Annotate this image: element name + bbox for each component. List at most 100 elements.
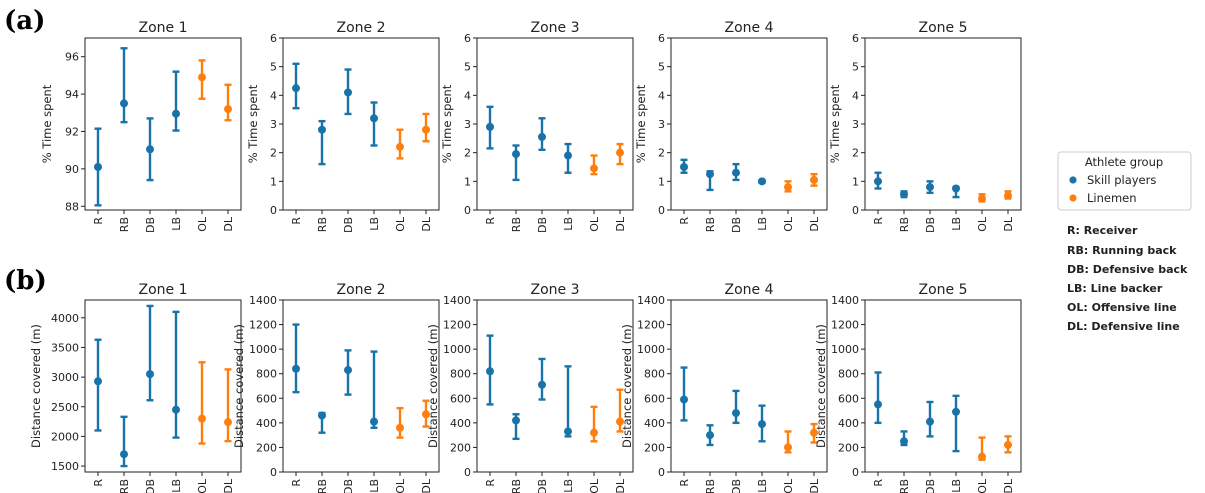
data-point [370, 114, 378, 123]
x-tick-label: DB [924, 217, 937, 233]
y-tick-label: 1400 [249, 294, 277, 307]
y-tick-label: 2 [270, 147, 277, 160]
y-tick-label: 6 [270, 32, 277, 45]
chart-title: Zone 5 [919, 20, 968, 36]
x-tick-label: R [290, 217, 303, 225]
x-tick-label: DL [222, 216, 235, 231]
legend-label-skill-players: Skill players [1087, 173, 1156, 187]
data-point [758, 177, 766, 186]
plot-frame [282, 37, 440, 211]
y-axis-label: Distance covered (m) [814, 324, 828, 448]
y-axis-label: % Time spent [634, 84, 648, 163]
y-tick-label: 400 [256, 417, 277, 430]
x-tick-label: RB [118, 479, 131, 493]
y-tick-label: 3000 [51, 371, 79, 384]
x-tick-label: R [484, 217, 497, 225]
data-point [146, 145, 154, 154]
y-tick-label: 400 [644, 417, 665, 430]
x-tick-label: DL [614, 478, 627, 493]
chart-b-zone-2: Zone 2 0 200 400 600 800 1000 1200 1400 Distance … [232, 282, 440, 493]
y-tick-label: 0 [852, 204, 859, 217]
legend-marker-skill-players [1069, 176, 1077, 184]
x-tick-label: R [92, 479, 105, 487]
data-point [292, 364, 300, 373]
y-tick-label: 92 [65, 125, 79, 138]
y-tick-label: 4 [464, 89, 471, 102]
chart-title: Zone 3 [531, 282, 580, 298]
y-tick-label: 94 [65, 88, 79, 101]
data-point [344, 366, 352, 375]
plot-frame [84, 299, 242, 473]
x-tick-label: DL [808, 478, 821, 493]
y-tick-label: 1000 [831, 343, 859, 356]
y-tick-label: 200 [644, 441, 665, 454]
data-point [978, 194, 986, 203]
data-point [94, 163, 102, 171]
chart-title: Zone 2 [337, 20, 386, 36]
y-tick-label: 5 [270, 61, 277, 74]
y-tick-label: 4000 [51, 312, 79, 325]
plot-frame [670, 37, 828, 211]
x-tick-label: LB [170, 217, 183, 231]
chart-title: Zone 1 [139, 20, 188, 36]
chart-b-zone-3: Zone 3 0 200 400 600 800 1000 1200 1400 Distance … [426, 282, 634, 493]
x-tick-label: DL [420, 478, 433, 493]
y-axis-label: Distance covered (m) [29, 324, 43, 448]
y-tick-label: 0 [464, 204, 471, 217]
y-tick-label: 2 [852, 147, 859, 160]
x-tick-label: RB [704, 217, 717, 232]
x-tick-label: RB [898, 479, 911, 493]
y-tick-label: 3 [464, 118, 471, 131]
y-tick-label: 0 [270, 204, 277, 217]
data-point [94, 377, 102, 386]
plot-frame [670, 299, 828, 473]
y-tick-label: 96 [65, 51, 79, 64]
y-axis-label: Distance covered (m) [426, 324, 440, 448]
data-point [318, 125, 326, 134]
y-axis-label: Distance covered (m) [620, 324, 634, 448]
y-axis-label: % Time spent [40, 84, 54, 163]
chart-a-zone-1: Zone 1 88 90 92 94 96 % Time spent R RB DB LB OL DL [40, 20, 242, 233]
x-tick-label: OL [394, 216, 407, 232]
y-tick-label: 1 [658, 175, 665, 188]
x-tick-label: LB [562, 217, 575, 231]
x-tick-label: R [484, 479, 497, 487]
x-tick-label: DB [342, 479, 355, 493]
x-tick-label: DL [614, 216, 627, 231]
panel-label-a: (a) [4, 6, 45, 36]
y-tick-label: 1000 [249, 343, 277, 356]
y-tick-label: 0 [464, 466, 471, 479]
y-tick-label: 1500 [51, 460, 79, 473]
y-tick-label: 4 [852, 89, 859, 102]
data-point [1004, 440, 1012, 449]
y-tick-label: 200 [450, 441, 471, 454]
y-tick-label: 1200 [637, 319, 665, 332]
data-point [224, 418, 232, 427]
x-tick-label: R [678, 479, 691, 487]
data-point [732, 409, 740, 418]
abbreviation-list: R: Receiver RB: Running back DB: Defensi… [1067, 224, 1188, 333]
y-tick-label: 3 [270, 118, 277, 131]
y-tick-label: 600 [644, 392, 665, 405]
y-tick-label: 800 [838, 368, 859, 381]
x-tick-label: OL [196, 478, 209, 493]
data-point [810, 175, 818, 184]
chart-title: Zone 1 [139, 282, 188, 298]
data-point [172, 405, 180, 414]
legend: Athlete group Skill players Linemen [1057, 151, 1192, 211]
data-point [120, 450, 128, 459]
data-point [784, 183, 792, 192]
data-point [120, 99, 128, 108]
x-tick-label: LB [170, 479, 183, 493]
abbrev-running-back: RB: Running back [1067, 244, 1177, 257]
y-tick-label: 1400 [637, 294, 665, 307]
data-point [706, 170, 714, 179]
x-tick-label: LB [756, 217, 769, 231]
y-axis-label: % Time spent [440, 84, 454, 163]
legend-frame [1057, 151, 1192, 211]
x-tick-label: RB [704, 479, 717, 493]
y-tick-label: 400 [838, 417, 859, 430]
x-tick-label: OL [588, 216, 601, 232]
y-tick-label: 0 [658, 204, 665, 217]
y-axis-label: % Time spent [246, 84, 260, 163]
